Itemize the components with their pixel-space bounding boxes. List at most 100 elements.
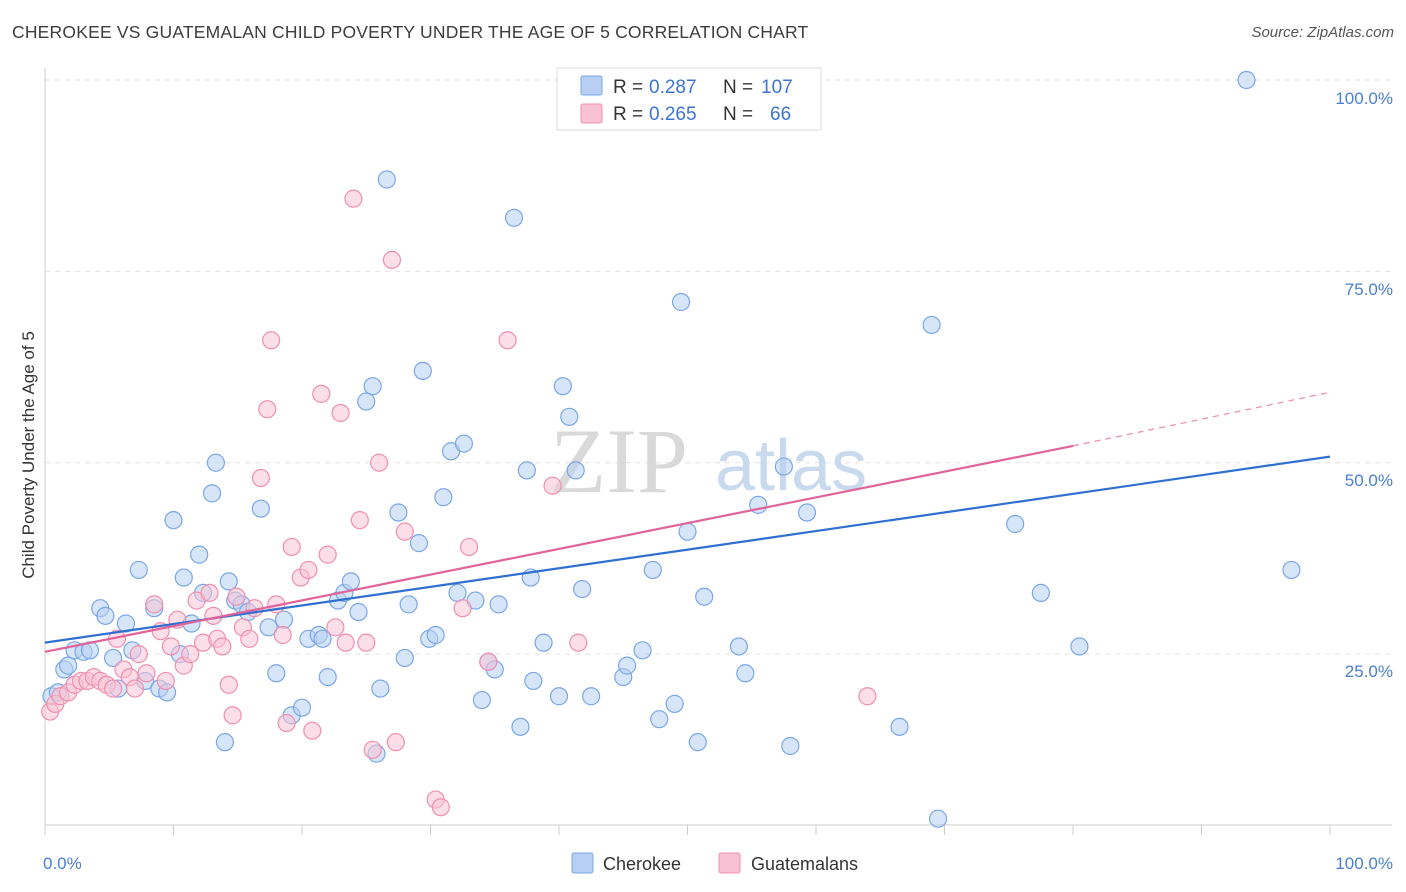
cherokee-point-71 (534, 633, 553, 652)
cherokee-point-82 (650, 710, 669, 729)
cherokee-point-73 (553, 377, 572, 396)
guatemalan-point-20 (161, 637, 181, 656)
source-label: Source: ZipAtlas.com (1251, 24, 1394, 41)
cherokee-point-87 (695, 587, 714, 606)
cherokee-point-13 (129, 560, 148, 580)
legend-n-label-2: N = (723, 104, 753, 125)
cherokee-point-49 (377, 170, 396, 189)
cherokee-point-56 (426, 625, 445, 645)
x-tick-label-0: 0.0% (43, 854, 82, 873)
cherokee-point-88 (729, 637, 749, 656)
cherokee-point-8 (96, 606, 115, 625)
cherokee-point-43 (341, 572, 360, 591)
series-legend: Cherokee Guatemalans (571, 852, 858, 874)
cherokee-point-3 (59, 656, 78, 675)
guatemalan-point-37 (258, 400, 277, 419)
y-tick-label-75: 75.0% (1345, 280, 1393, 299)
cherokee-point-70 (524, 671, 543, 691)
cherokee-point-101 (1237, 70, 1256, 90)
watermark-zip: ZIP (550, 410, 688, 512)
cherokee-point-26 (215, 733, 234, 752)
guatemalan-point-26 (200, 583, 219, 602)
cherokee-point-98 (1006, 514, 1025, 534)
cherokee-point-20 (174, 568, 193, 587)
guatemalan-point-15 (129, 645, 148, 664)
guatemalan-point-58 (395, 522, 414, 541)
guatemalan-point-61 (453, 599, 472, 618)
guatemalan-point-44 (299, 560, 318, 580)
cherokee-point-93 (781, 736, 800, 756)
guatemalan-point-66 (569, 633, 588, 652)
guatemalan-point-63 (479, 652, 498, 671)
bottom-legend-swatch-cherokee (571, 852, 594, 874)
guatemalan-point-23 (181, 645, 200, 664)
cherokee-point-96 (922, 315, 941, 335)
bottom-legend-cherokee: Cherokee (603, 854, 681, 874)
cherokee-point-75 (566, 461, 585, 480)
cherokee-point-24 (202, 484, 222, 503)
cherokee-point-79 (618, 656, 637, 675)
cherokee-point-25 (206, 453, 226, 472)
cherokee-point-83 (665, 694, 684, 713)
cherokee-point-68 (517, 461, 536, 480)
legend-r-label-2: R = (613, 104, 643, 125)
guatemalan-point-46 (312, 384, 331, 403)
cherokee-point-94 (797, 503, 817, 522)
guatemalan-point-14 (125, 679, 145, 698)
guatemalan-point-40 (273, 625, 292, 645)
cherokee-point-54 (413, 361, 432, 380)
cherokee-point-50 (389, 503, 408, 522)
y-tick-label-25: 25.0% (1345, 662, 1393, 681)
guatemalan-point-51 (344, 189, 363, 208)
guatemalan-point-41 (277, 713, 296, 733)
bottom-legend-guatemalans: Guatemalans (751, 854, 858, 874)
cherokee-point-95 (890, 717, 909, 736)
y-axis-label: Child Poverty Under the Age of 5 (19, 331, 38, 579)
guatemalan-point-56 (382, 250, 402, 269)
cherokee-point-27 (219, 572, 238, 591)
guatemalan-point-29 (213, 637, 232, 656)
legend-r-label-1: R = (613, 77, 643, 98)
guatemalan-point-57 (386, 733, 405, 752)
cherokee-trend-line (44, 455, 1331, 644)
guatemalan-point-47 (318, 545, 337, 564)
cherokee-point-33 (267, 664, 286, 683)
bottom-legend-swatch-guatemalans (718, 852, 741, 874)
cherokee-point-22 (190, 545, 209, 564)
cherokee-point-9 (104, 648, 123, 668)
guatemalan-point-31 (223, 706, 242, 725)
legend-n-label-1: N = (723, 77, 753, 98)
cherokee-point-45 (357, 392, 376, 411)
cherokee-point-65 (489, 595, 508, 614)
cherokee-point-34 (274, 610, 294, 629)
cherokee-point-91 (774, 457, 793, 476)
cherokee-point-53 (409, 534, 429, 553)
guatemalan-point-19 (156, 671, 175, 691)
guatemalan-point-32 (227, 587, 246, 606)
gridlines (45, 79, 1392, 655)
guatemalan-point-49 (331, 403, 350, 423)
cherokee-point-85 (678, 522, 697, 541)
guatemalan-point-50 (336, 633, 355, 652)
guatemalan-points (41, 189, 877, 817)
cherokee-point-100 (1070, 637, 1089, 656)
guatemalan-point-55 (370, 453, 389, 472)
x-tick-marks (44, 825, 1331, 835)
guatemalan-point-10 (104, 679, 123, 698)
cherokee-point-51 (395, 648, 414, 668)
cherokee-point-77 (582, 687, 601, 706)
cherokee-point-89 (736, 664, 755, 683)
guatemalan-point-64 (498, 331, 517, 350)
guatemalan-point-67 (858, 687, 877, 706)
guatemalan-point-34 (240, 629, 259, 648)
cherokee-point-62 (472, 690, 491, 710)
cherokee-point-60 (454, 434, 474, 453)
cherokee-point-86 (688, 733, 707, 752)
legend-r-value-1: 0.287 (649, 77, 697, 98)
cherokee-point-67 (511, 717, 530, 736)
legend-n-value-2: 66 (770, 104, 791, 125)
guatemalan-point-16 (137, 664, 156, 683)
guatemalan-point-53 (357, 633, 376, 652)
guatemalan-point-17 (145, 595, 164, 614)
